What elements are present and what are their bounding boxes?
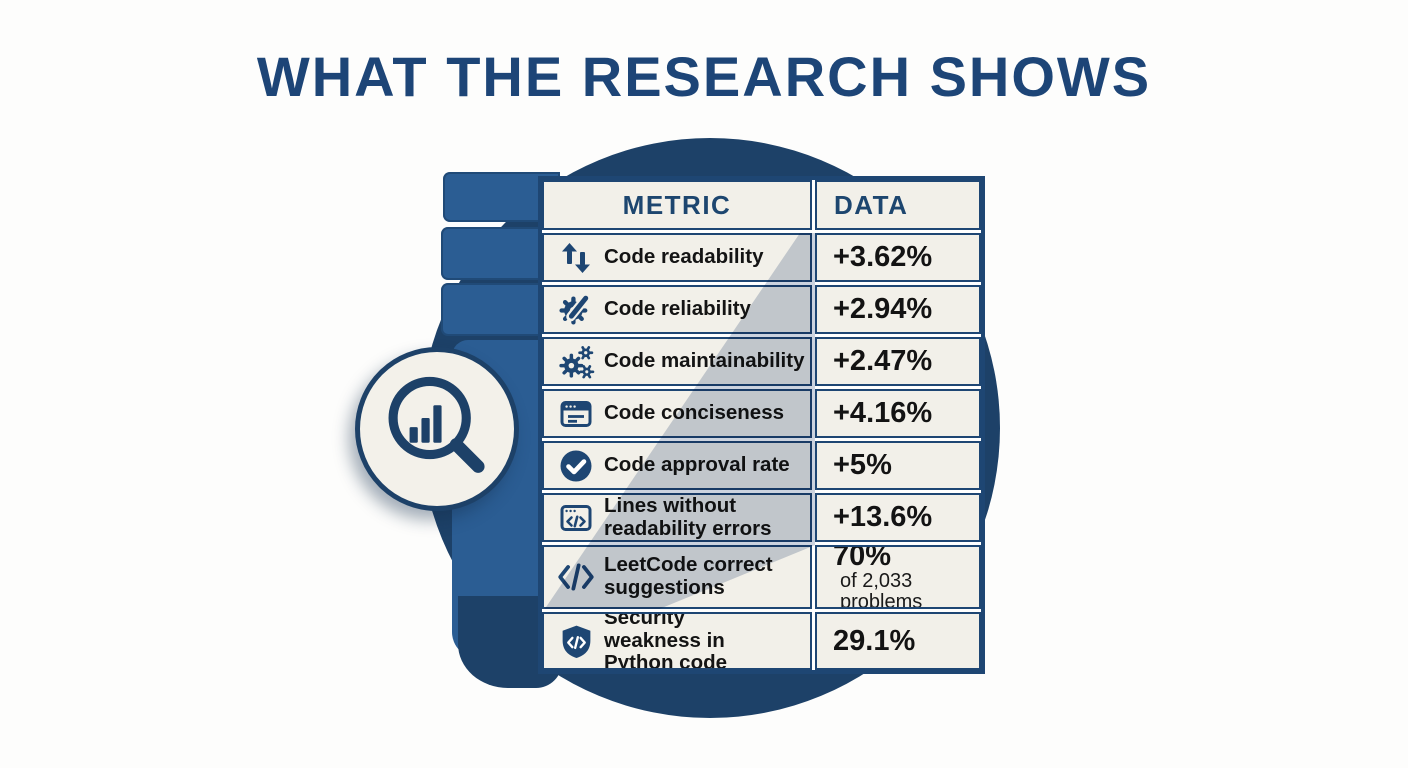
metric-label: Code readability xyxy=(604,245,764,269)
check-circle-icon xyxy=(554,448,598,484)
data-cell: +2.47% xyxy=(815,337,981,386)
metric-value: +2.94% xyxy=(833,293,933,325)
metric-cell: Code conciseness xyxy=(542,389,812,438)
metric-cell: Code approval rate xyxy=(542,441,812,490)
metric-label: Code maintainability xyxy=(604,349,805,373)
gears-icon xyxy=(554,343,598,380)
metric-value: +5% xyxy=(833,449,892,481)
data-cell: +3.62% xyxy=(815,233,981,282)
metric-label: Lines without readability errors xyxy=(604,493,772,540)
metric-label: Code conciseness xyxy=(604,401,785,425)
magnifier-bar-chart-icon xyxy=(362,354,512,504)
data-cell: +4.16% xyxy=(815,389,981,438)
data-cell: +13.6% xyxy=(815,493,981,542)
metric-value: +13.6% xyxy=(833,501,933,533)
column-header-data: DATA xyxy=(815,180,981,230)
data-cell: +2.94% xyxy=(815,285,981,334)
window-code-icon xyxy=(554,500,598,536)
metric-label: LeetCode correct suggestions xyxy=(604,553,773,599)
metric-cell: LeetCode correct suggestions xyxy=(542,545,812,609)
metric-cell: Code readability xyxy=(542,233,812,282)
metric-label: Code approval rate xyxy=(604,453,790,477)
metric-value-suffix: of 2,033 problems xyxy=(840,570,923,609)
window-list-icon xyxy=(554,396,598,432)
shield-code-icon xyxy=(554,623,598,660)
page-title: WHAT THE RESEARCH SHOWS xyxy=(256,45,1152,108)
metric-label: Code reliability xyxy=(604,297,751,321)
sort-arrows-icon xyxy=(554,240,598,276)
gear-wrench-icon xyxy=(554,291,598,328)
header-label: DATA xyxy=(834,189,909,220)
metric-cell: Lines without readability errors xyxy=(542,493,812,542)
metric-cell: Security weakness in Python code xyxy=(542,612,812,670)
metric-cell: Code reliability xyxy=(542,285,812,334)
code-brackets-icon xyxy=(554,558,598,596)
metric-value: 29.1% xyxy=(833,624,916,657)
research-table: METRIC DATA Code readability +3.62% xyxy=(538,176,985,674)
data-cell: +5% xyxy=(815,441,981,490)
data-cell: 70% of 2,033 problems xyxy=(815,545,981,609)
metric-value: 70% xyxy=(833,545,892,572)
metric-value: +2.47% xyxy=(833,345,933,377)
magnifier-badge xyxy=(355,347,519,511)
metric-cell: Code maintainability xyxy=(542,337,812,386)
metric-value: +4.16% xyxy=(833,397,933,429)
metric-value: +3.62% xyxy=(833,241,933,273)
metric-label: Security weakness in Python code xyxy=(604,612,728,670)
column-header-metric: METRIC xyxy=(542,180,812,230)
data-cell: 29.1% xyxy=(815,612,981,670)
header-label: METRIC xyxy=(622,189,732,220)
